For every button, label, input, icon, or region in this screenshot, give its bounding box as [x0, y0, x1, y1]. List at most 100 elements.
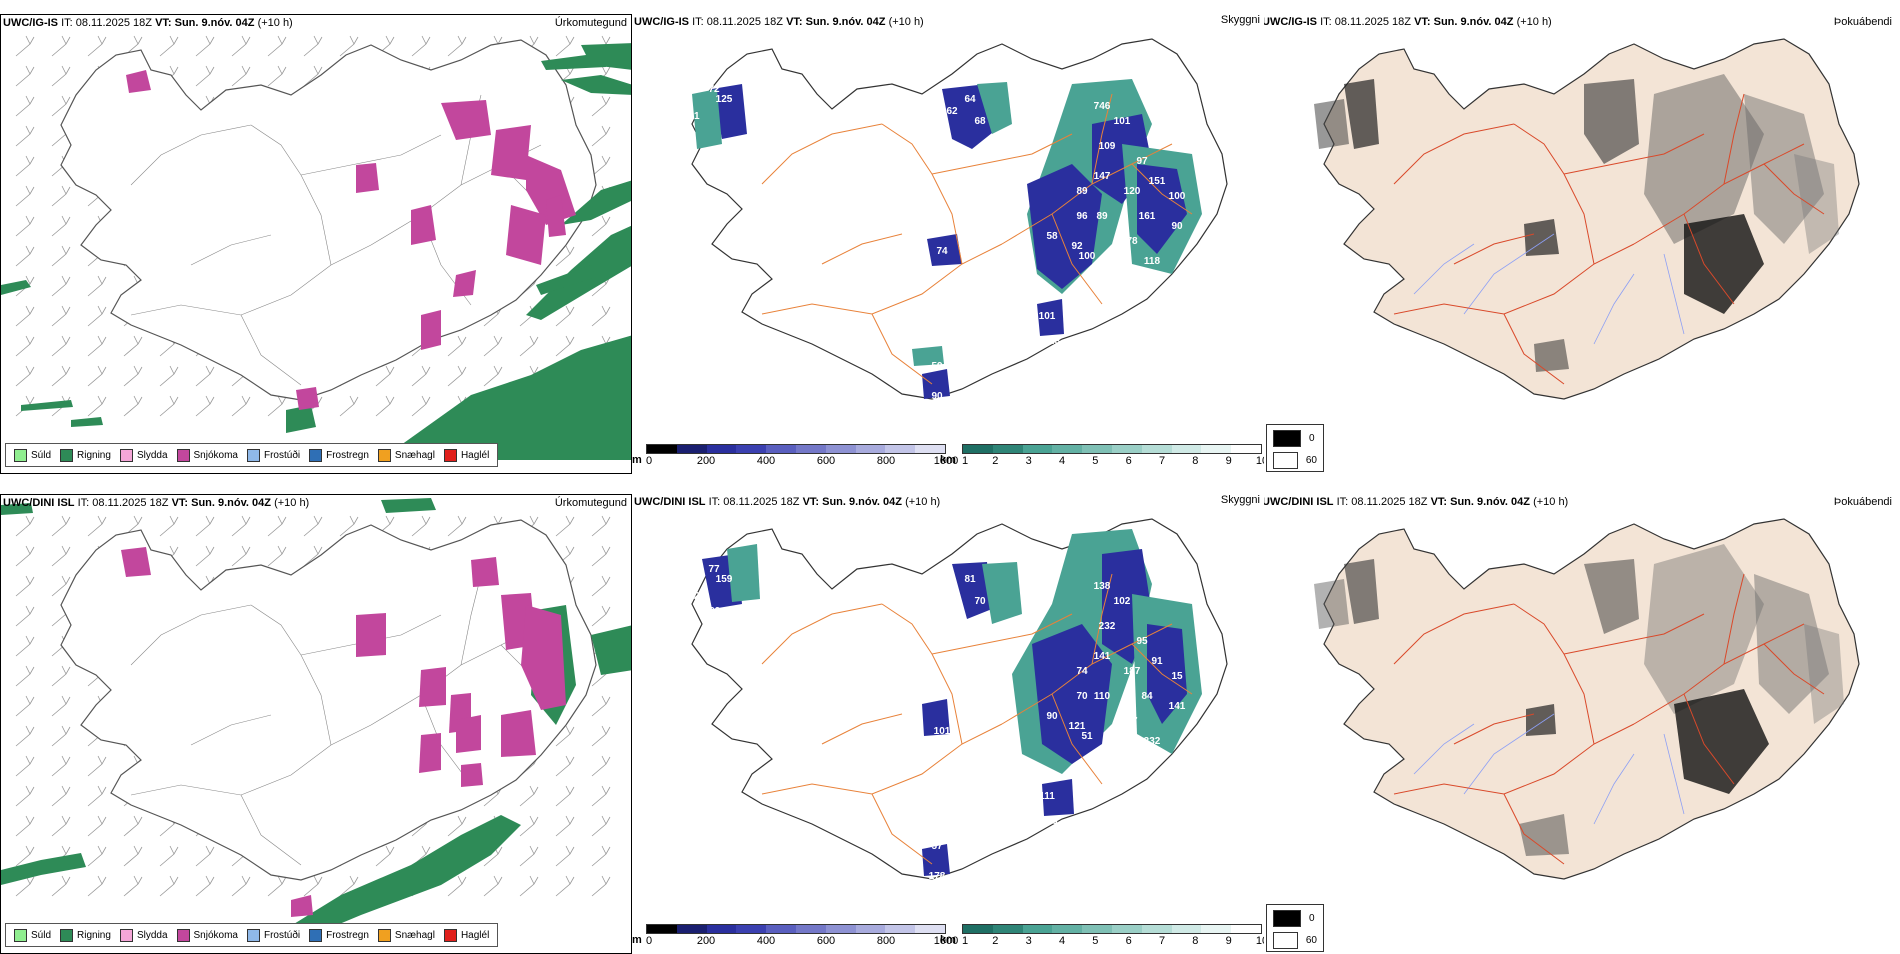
- snow-areas: [121, 547, 566, 917]
- road-segment: [130, 124, 252, 186]
- it-value: 08.11.2025 18Z: [75, 17, 152, 29]
- colorbar-step: [676, 445, 707, 453]
- colorbar-step: [1022, 925, 1053, 933]
- wind-barb: [51, 725, 71, 747]
- cloud-base-value: 68: [974, 116, 986, 127]
- fog-map-row2: [1314, 518, 1860, 880]
- fog-panel-row2: UWC/DINI ISL IT: 08.11.2025 18Z VT: Sun.…: [1264, 494, 1896, 954]
- colorbar-step: [1082, 445, 1112, 453]
- wind-barb: [15, 155, 35, 177]
- legend-swatch: [119, 928, 133, 942]
- vt-value: Sun. 9.nóv. 04Z: [191, 497, 271, 509]
- fog-header-row2: UWC/DINI ISL IT: 08.11.2025 18Z VT: Sun.…: [1264, 496, 1568, 508]
- lead-time: (+10 h): [257, 17, 293, 29]
- colorbar-step: [825, 925, 856, 933]
- cloud-base-value: 51: [688, 111, 700, 122]
- wind-barb: [411, 515, 431, 537]
- wind-barb: [555, 755, 575, 777]
- legend-item: Frostúði: [246, 928, 300, 942]
- cloud-base-value: 101: [994, 171, 1011, 182]
- river-lines: [1413, 233, 1685, 345]
- wind-barb: [51, 245, 71, 267]
- road-segment: [130, 724, 372, 796]
- legend-label: Súld: [31, 929, 52, 941]
- fog-panel-title: Þokuábendi: [1833, 16, 1892, 28]
- road-segment: [460, 574, 482, 666]
- river-segment: [1593, 273, 1635, 345]
- colorbar-tick: 600: [816, 455, 836, 467]
- wind-barb: [123, 845, 143, 867]
- road-segment: [1563, 133, 1705, 175]
- colorbar-tick: 3: [1025, 455, 1032, 467]
- wind-barb: [87, 755, 107, 777]
- road-segment: [1131, 163, 1193, 215]
- cloud-base-value: 51: [1081, 731, 1093, 742]
- cloud-base-value: 186: [1079, 776, 1096, 787]
- river-segment: [1413, 723, 1475, 775]
- legend-label: Rigning: [77, 929, 111, 941]
- cloud-base-value: 80: [946, 586, 958, 597]
- colorbar-step: [855, 445, 886, 453]
- wind-barb: [87, 875, 107, 897]
- wind-barb: [447, 875, 467, 897]
- cloud-base-unit: m: [632, 934, 642, 946]
- cloud-base-value: 102: [1114, 731, 1131, 742]
- colorbar-step: [915, 925, 945, 933]
- wind-barb: [591, 695, 611, 717]
- wind-barb: [87, 365, 107, 387]
- precip-panel-row2: UWC/DINI ISL IT: 08.11.2025 18Z VT: Sun.…: [0, 494, 632, 954]
- cloud-base-value: 89: [1096, 211, 1108, 222]
- cloud-base-value: 74: [1076, 666, 1088, 677]
- legend-swatch: [246, 928, 260, 942]
- it-label: IT:: [77, 497, 90, 509]
- cloud-base-value: 77: [721, 616, 733, 627]
- cloud-base-value: 77: [708, 564, 720, 575]
- wind-barb: [159, 515, 179, 537]
- cloud-base-value: 97: [1136, 156, 1148, 167]
- wind-barb: [51, 545, 71, 567]
- colorbar-step: [1052, 925, 1083, 933]
- wind-barb: [15, 95, 35, 117]
- wind-barb: [51, 575, 71, 597]
- legend-label: Snæhagl: [394, 929, 435, 941]
- cloud-base-value: 121: [1069, 721, 1086, 732]
- vt-value: Sun. 9.nóv. 04Z: [174, 17, 255, 29]
- legend-label: Frostúði: [263, 449, 301, 461]
- vt-label: VT:: [155, 17, 172, 29]
- wind-barb: [51, 335, 71, 357]
- colorbar-step: [1111, 445, 1142, 453]
- road-segment: [1563, 613, 1705, 655]
- colorbar-tick: 400: [756, 455, 776, 467]
- road-segment: [1393, 123, 1515, 185]
- colorbar-tick: 5: [1092, 455, 1099, 467]
- road-lines: [761, 93, 1193, 385]
- wind-barb: [303, 515, 323, 537]
- precip-legend-row2: Súld Rigning Slydda Snjókoma Frostúði Frostre…: [5, 923, 499, 947]
- fog-legend-max: 60: [1305, 935, 1317, 946]
- cloud-base-value: 89: [1076, 186, 1088, 197]
- wind-barb: [159, 395, 179, 417]
- visibility-unit: km: [940, 454, 956, 466]
- cloud-base-value: 147: [1094, 171, 1111, 182]
- wind-barb: [591, 875, 611, 897]
- colorbar-step: [1022, 445, 1053, 453]
- it-label: IT:: [61, 17, 73, 29]
- river-segment: [1463, 233, 1555, 315]
- colorbar-tick: 8: [1192, 935, 1199, 947]
- wind-barb: [51, 365, 71, 387]
- legend-label: Snjókoma: [193, 929, 238, 941]
- wind-barb: [15, 35, 35, 57]
- fog-legend-min: 0: [1309, 913, 1315, 924]
- cloud-panel-row2: 159 77 72 80 81 70 78 131 138 102 232 95 91 74 141 187 1…: [632, 494, 1264, 954]
- road-lines: [761, 573, 1193, 865]
- colorbar-step: [1201, 925, 1232, 933]
- wind-barb: [195, 395, 215, 417]
- road-segment: [300, 134, 442, 176]
- colorbar-tick: 6: [1125, 455, 1132, 467]
- wind-barb: [591, 305, 611, 327]
- colorbar-tick: 0: [646, 455, 653, 467]
- road-segment: [1453, 233, 1535, 265]
- wind-barb: [267, 395, 287, 417]
- wind-barb: [87, 845, 107, 867]
- colorbar-step: [1052, 445, 1083, 453]
